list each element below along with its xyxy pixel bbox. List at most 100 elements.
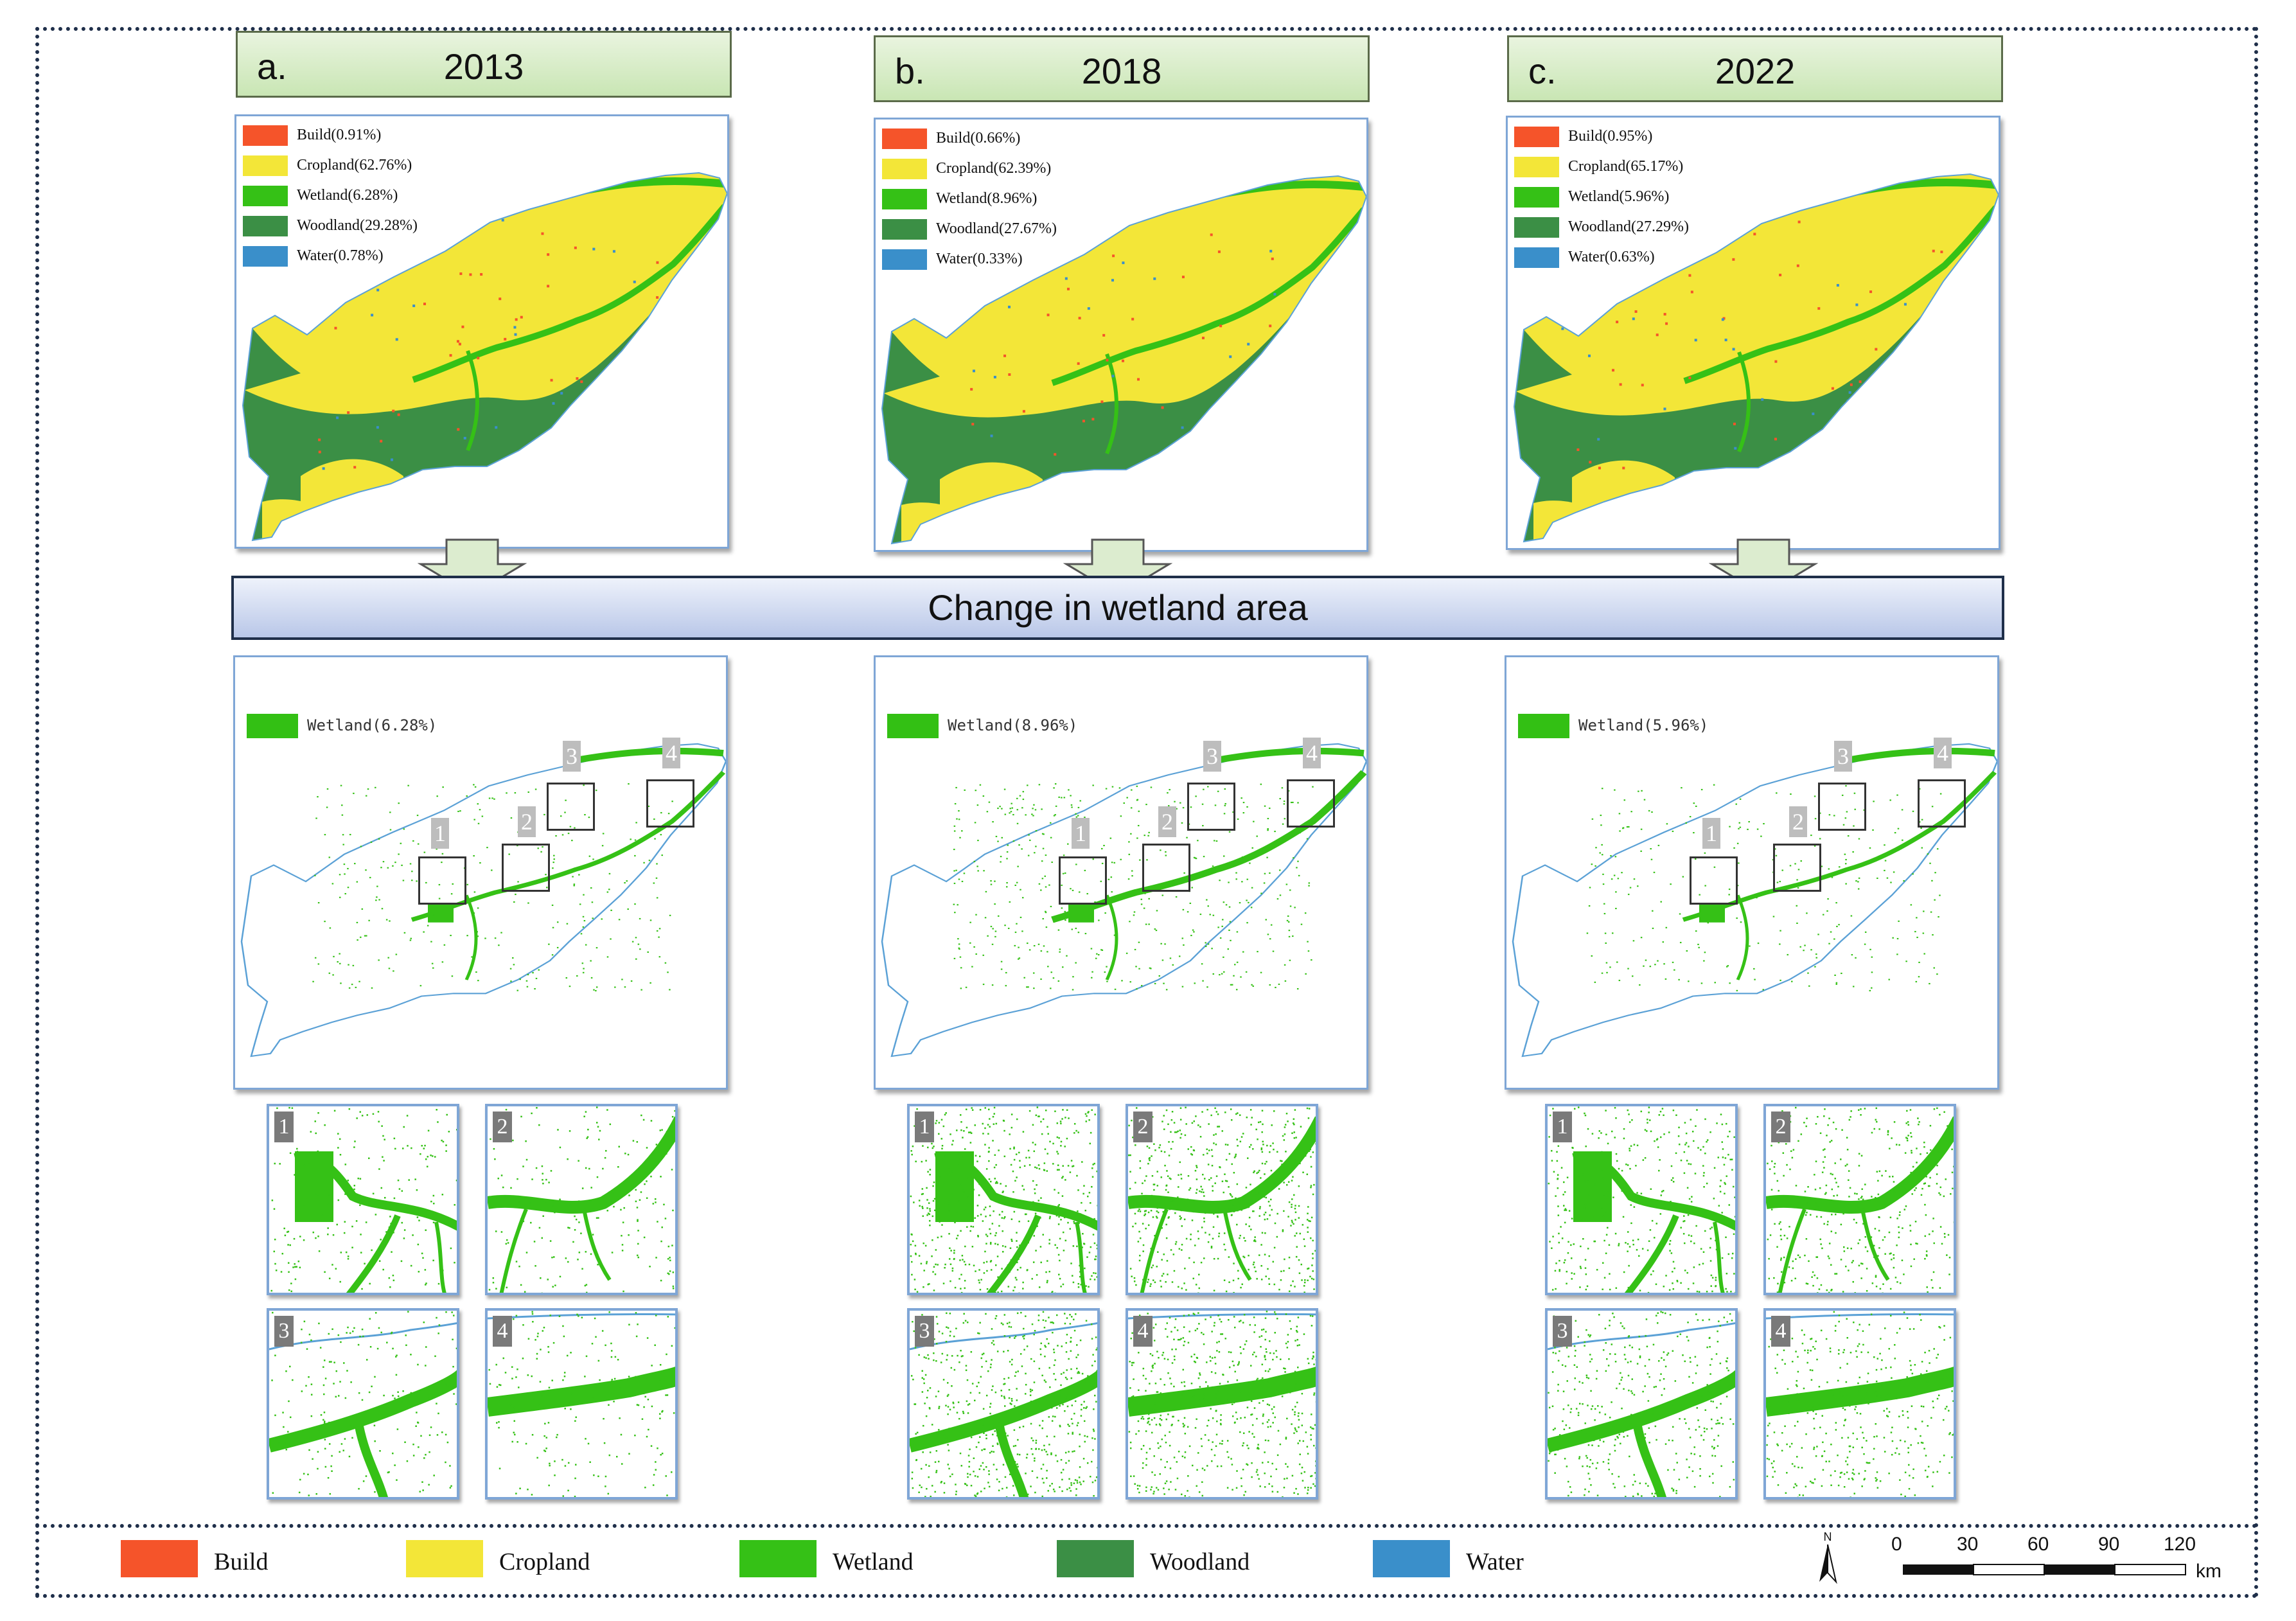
wetland-map-2018: Wetland(8.96%) 1 2 3 4 (874, 655, 1368, 1090)
legend-label: Cropland(62.76%) (297, 157, 412, 173)
zoom-inset-number: 3 (1553, 1316, 1572, 1347)
wetland-legend-label: Wetland(5.96%) (1578, 716, 1709, 734)
wetland-swatch (887, 714, 939, 738)
change-banner: Change in wetland area (231, 576, 2004, 640)
panel-year: 2018 (1081, 51, 1162, 91)
zoom-marker-box (1287, 779, 1335, 828)
legend-divider (35, 1524, 2258, 1528)
zoom-inset-number: 4 (1133, 1316, 1152, 1347)
scale-tick-label: 60 (2027, 1534, 2049, 1555)
legend-swatch (1514, 217, 1559, 238)
wetland-legend-label: Wetland(6.28%) (307, 716, 437, 734)
legend-label: Build(0.66%) (936, 130, 1021, 146)
legend-label: Cropland(62.39%) (936, 160, 1052, 177)
zoom-inset-graphic (488, 1311, 675, 1497)
landuse-map-graphic (1513, 173, 1999, 543)
zoom-marker-number: 4 (1303, 738, 1321, 768)
legend-swatch (1514, 187, 1559, 208)
zoom-inset-1: 1 (1545, 1104, 1738, 1295)
zoom-marker-box (1187, 783, 1235, 831)
bottom-legend-label: Wetland (833, 1548, 914, 1575)
zoom-inset-number: 3 (915, 1316, 934, 1347)
zoom-inset-3: 3 (907, 1308, 1100, 1500)
zoom-marker-number: 2 (1158, 806, 1176, 837)
legend-label: Water(0.63%) (1568, 249, 1655, 265)
header-2022: c. 2022 (1507, 35, 2003, 102)
header-2018: b. 2018 (874, 35, 1370, 102)
landuse-map-2018: Build(0.66%) Cropland(62.39%) Wetland(8.96… (874, 118, 1368, 552)
wetland-swatch (1518, 714, 1569, 738)
zoom-marker-box (1059, 856, 1107, 905)
bottom-legend-swatch (1373, 1540, 1450, 1577)
landuse-map-2022: Build(0.95%) Cropland(65.17%) Wetland(5.96… (1506, 116, 2000, 550)
wetland-swatch (247, 714, 298, 738)
zoom-inset-1: 1 (907, 1104, 1100, 1295)
zoom-inset-number: 4 (493, 1316, 512, 1347)
zoom-marker-number: 1 (1702, 818, 1720, 849)
scale-tick-label: 90 (2098, 1534, 2120, 1555)
panel-letter: c. (1528, 51, 1557, 91)
legend-label: Wetland(5.96%) (1568, 188, 1670, 205)
bottom-legend-label: Woodland (1150, 1548, 1250, 1575)
zoom-marker-box (1918, 779, 1966, 828)
legend-swatch (882, 219, 927, 240)
zoom-inset-graphic (1548, 1106, 1735, 1293)
header-2013: a. 2013 (236, 31, 732, 98)
zoom-marker-box (1690, 856, 1738, 905)
scale-bar-graphic (1903, 1564, 2186, 1575)
zoom-inset-3: 3 (1545, 1308, 1738, 1500)
zoom-inset-number: 1 (915, 1112, 934, 1142)
zoom-marker-number: 3 (563, 741, 581, 772)
legend-label: Woodland(27.29%) (1568, 218, 1690, 235)
legend-label: Build(0.95%) (1568, 128, 1653, 145)
zoom-inset-graphic (1548, 1311, 1735, 1497)
wetland-map-2022: Wetland(5.96%) 1 2 3 4 (1505, 655, 1999, 1090)
scale-unit: km (2196, 1561, 2221, 1582)
legend-label: Cropland(65.17%) (1568, 158, 1684, 175)
zoom-inset-graphic (1766, 1106, 1954, 1293)
legend-swatch (882, 128, 927, 149)
bottom-legend-label: Build (214, 1548, 269, 1575)
scale-tick-label: 30 (1957, 1534, 1979, 1555)
legend-swatch (243, 125, 288, 146)
legend-swatch (882, 159, 927, 179)
north-label: N (1824, 1530, 1832, 1543)
zoom-marker-number: 3 (1203, 741, 1221, 772)
legend-swatch (243, 216, 288, 236)
legend-label: Water(0.78%) (297, 247, 384, 264)
zoom-inset-number: 3 (274, 1316, 294, 1347)
zoom-marker-number: 4 (662, 738, 680, 768)
zoom-inset-graphic (910, 1311, 1097, 1497)
panel-year: 2022 (1715, 51, 1796, 91)
zoom-marker-box (646, 779, 694, 828)
zoom-inset-2: 2 (1763, 1104, 1956, 1295)
legend-label: Woodland(27.67%) (936, 220, 1057, 237)
legend-swatch (243, 246, 288, 267)
zoom-marker-number: 2 (518, 806, 536, 837)
zoom-inset-number: 1 (274, 1112, 294, 1142)
zoom-marker-number: 3 (1834, 741, 1852, 772)
zoom-marker-box (547, 783, 595, 831)
zoom-inset-graphic (1766, 1311, 1954, 1497)
zoom-marker-number: 2 (1789, 806, 1807, 837)
zoom-inset-graphic (1128, 1311, 1316, 1497)
zoom-marker-box (1142, 844, 1190, 892)
zoom-inset-4: 4 (1763, 1308, 1956, 1500)
zoom-inset-graphic (910, 1106, 1097, 1293)
legend-label: Wetland(8.96%) (936, 190, 1038, 207)
zoom-inset-graphic (269, 1311, 457, 1497)
legend-label: Water(0.33%) (936, 251, 1023, 267)
zoom-inset-number: 2 (1771, 1112, 1790, 1142)
bottom-legend-swatch (739, 1540, 817, 1577)
legend-swatch (243, 155, 288, 176)
zoom-marker-box (1818, 783, 1866, 831)
zoom-inset-number: 2 (1133, 1112, 1152, 1142)
landuse-map-graphic (242, 172, 727, 542)
zoom-inset-number: 2 (493, 1112, 512, 1142)
zoom-marker-number: 1 (1072, 818, 1090, 849)
zoom-inset-4: 4 (1126, 1308, 1318, 1500)
wetland-map-graphic (240, 743, 726, 1058)
zoom-inset-graphic (270, 1106, 457, 1293)
legend-label: Woodland(29.28%) (297, 217, 418, 234)
legend-swatch (1514, 157, 1559, 177)
